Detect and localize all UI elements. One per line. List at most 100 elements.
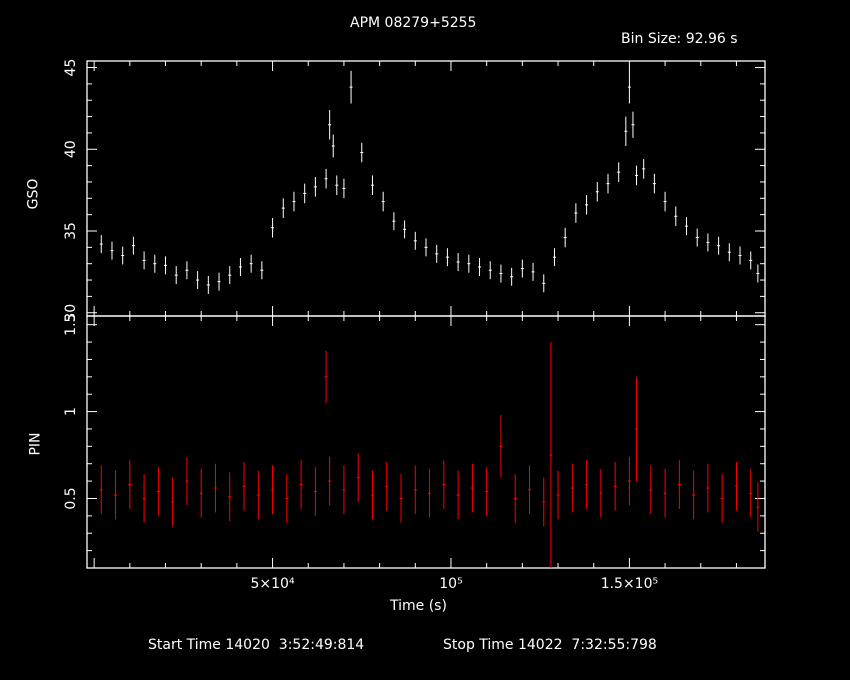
data-point (356, 453, 360, 502)
data-point (360, 142, 364, 163)
data-point (328, 110, 332, 140)
data-point (196, 271, 200, 290)
data-point (499, 264, 503, 283)
data-point (131, 236, 135, 255)
data-point (331, 134, 335, 158)
data-point (99, 465, 103, 515)
data-point (563, 227, 567, 248)
data-point (342, 178, 346, 199)
data-point (392, 212, 396, 231)
data-point (435, 244, 439, 263)
data-point (606, 173, 610, 194)
data-point (185, 261, 189, 280)
data-point (370, 175, 374, 196)
data-point (631, 111, 635, 138)
data-point (513, 474, 517, 523)
data-point (242, 461, 246, 511)
data-point (153, 254, 157, 273)
gso-panel: 30 35 40 45 (63, 59, 766, 322)
data-point (456, 253, 460, 272)
data-point (249, 254, 253, 273)
data-point (552, 248, 556, 267)
data-point (281, 198, 285, 218)
data-point (642, 159, 646, 179)
data-point (488, 261, 492, 280)
data-point (570, 463, 574, 513)
data-point (706, 233, 710, 252)
y-tick-label: 1 (63, 407, 79, 416)
data-point (303, 183, 307, 204)
data-point (727, 243, 731, 262)
data-point (217, 272, 221, 291)
data-point (199, 468, 203, 518)
data-point (114, 470, 118, 520)
x-tick-label: 10⁵ (439, 576, 462, 592)
data-point (292, 191, 296, 212)
data-point (285, 474, 289, 523)
start-time: Start Time 14020 3:52:49:814 (148, 637, 365, 653)
data-point (206, 275, 210, 294)
data-point (349, 70, 353, 104)
y-tick-label: 30 (63, 304, 79, 322)
data-point (128, 460, 132, 509)
data-point (706, 463, 710, 513)
data-point (424, 238, 428, 257)
plot-frame (86, 60, 766, 317)
y-tick-label: 40 (63, 140, 79, 158)
data-point (403, 220, 407, 239)
data-point (142, 474, 146, 523)
data-point (324, 350, 328, 403)
gso-axis-label: GSO (25, 178, 42, 210)
data-point (342, 465, 346, 515)
y-tick-label: 45 (63, 59, 79, 77)
data-point (171, 477, 175, 527)
data-point (527, 465, 531, 515)
data-point (445, 248, 449, 267)
data-point (749, 251, 753, 270)
data-point (399, 474, 403, 523)
data-point (328, 456, 332, 506)
data-point (413, 465, 417, 515)
data-point (635, 376, 639, 482)
data-point (542, 274, 546, 293)
data-point (663, 468, 667, 518)
data-point (738, 246, 742, 265)
x-axis-label: Time (s) (390, 598, 447, 614)
data-point (627, 456, 631, 506)
data-point (627, 70, 631, 104)
data-point (428, 468, 432, 518)
data-point (595, 181, 599, 202)
data-point (663, 191, 667, 212)
data-point (156, 467, 160, 516)
data-point (499, 415, 503, 478)
data-point (110, 241, 114, 260)
data-point (164, 256, 168, 275)
data-point (556, 470, 560, 520)
data-point (695, 228, 699, 247)
data-point (720, 474, 724, 523)
y-tick-label: 35 (63, 222, 79, 240)
data-point (549, 342, 553, 568)
data-point (385, 461, 389, 511)
data-point (485, 467, 489, 516)
data-point (470, 463, 474, 513)
data-point (413, 231, 417, 250)
data-point (585, 460, 589, 509)
data-point (756, 264, 760, 283)
data-point (585, 195, 589, 215)
data-point (271, 217, 275, 238)
data-point (520, 259, 524, 278)
pin-axis-label: PIN (27, 432, 44, 456)
data-point (381, 191, 385, 212)
data-point (674, 206, 678, 227)
data-point (228, 472, 232, 522)
data-point (717, 236, 721, 255)
data-point (574, 203, 578, 223)
data-point (531, 262, 535, 281)
y-tick-label: 0.5 (63, 487, 79, 509)
data-point (185, 456, 189, 506)
data-point (756, 482, 760, 532)
data-point (749, 468, 753, 518)
y-tick-label: 1.5 (63, 314, 79, 336)
data-point (213, 463, 217, 513)
